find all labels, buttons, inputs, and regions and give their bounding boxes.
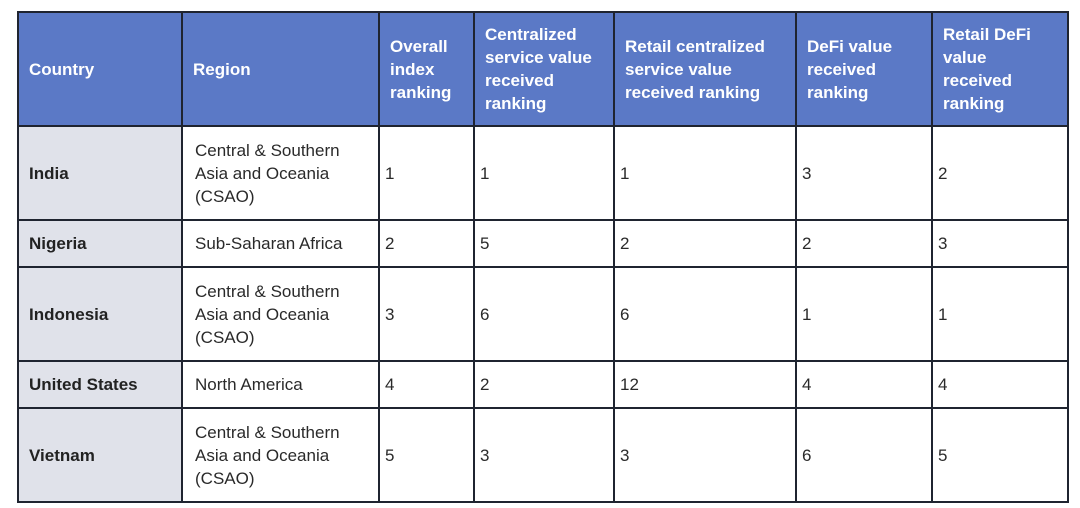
ranking-table: Country Region Overall index ranking Cen… (17, 11, 1069, 503)
defi-ranking-cell: 4 (795, 360, 933, 409)
retail-centralized-ranking-cell: 1 (613, 125, 797, 221)
retail-defi-ranking-cell: 2 (931, 125, 1069, 221)
retail-centralized-ranking-cell: 3 (613, 407, 797, 503)
retail-defi-ranking-cell: 3 (931, 219, 1069, 268)
overall-ranking-cell: 3 (378, 266, 475, 362)
ranking-table-container: Country Region Overall index ranking Cen… (17, 11, 1069, 503)
country-cell: India (17, 125, 183, 221)
defi-ranking-cell: 2 (795, 219, 933, 268)
centralized-ranking-cell: 2 (473, 360, 615, 409)
overall-ranking-cell: 5 (378, 407, 475, 503)
retail-centralized-ranking-cell: 2 (613, 219, 797, 268)
centralized-ranking-cell: 1 (473, 125, 615, 221)
defi-ranking-cell: 6 (795, 407, 933, 503)
retail-defi-ranking-cell: 5 (931, 407, 1069, 503)
header-retail-defi-ranking: Retail DeFi value received ranking (931, 11, 1069, 127)
country-cell: Nigeria (17, 219, 183, 268)
defi-ranking-cell: 3 (795, 125, 933, 221)
region-cell: North America (181, 360, 380, 409)
header-centralized-service-ranking: Centralized service value received ranki… (473, 11, 615, 127)
defi-ranking-cell: 1 (795, 266, 933, 362)
header-defi-ranking: DeFi value received ranking (795, 11, 933, 127)
table-row: Vietnam Central & Southern Asia and Ocea… (17, 407, 1069, 503)
overall-ranking-cell: 1 (378, 125, 475, 221)
centralized-ranking-cell: 3 (473, 407, 615, 503)
region-cell: Central & Southern Asia and Oceania (CSA… (181, 266, 380, 362)
country-cell: Indonesia (17, 266, 183, 362)
overall-ranking-cell: 2 (378, 219, 475, 268)
header-retail-centralized-ranking: Retail centralized service value receive… (613, 11, 797, 127)
overall-ranking-cell: 4 (378, 360, 475, 409)
country-cell: United States (17, 360, 183, 409)
centralized-ranking-cell: 6 (473, 266, 615, 362)
retail-centralized-ranking-cell: 6 (613, 266, 797, 362)
header-row: Country Region Overall index ranking Cen… (17, 11, 1069, 127)
country-cell: Vietnam (17, 407, 183, 503)
table-row: Indonesia Central & Southern Asia and Oc… (17, 266, 1069, 362)
table-row: United States North America 4 2 12 4 4 (17, 360, 1069, 409)
centralized-ranking-cell: 5 (473, 219, 615, 268)
table-row: India Central & Southern Asia and Oceani… (17, 125, 1069, 221)
header-overall-index-ranking: Overall index ranking (378, 11, 475, 127)
region-cell: Sub-Saharan Africa (181, 219, 380, 268)
retail-defi-ranking-cell: 4 (931, 360, 1069, 409)
header-region: Region (181, 11, 380, 127)
retail-defi-ranking-cell: 1 (931, 266, 1069, 362)
table-row: Nigeria Sub-Saharan Africa 2 5 2 2 3 (17, 219, 1069, 268)
region-cell: Central & Southern Asia and Oceania (CSA… (181, 407, 380, 503)
header-country: Country (17, 11, 183, 127)
retail-centralized-ranking-cell: 12 (613, 360, 797, 409)
region-cell: Central & Southern Asia and Oceania (CSA… (181, 125, 380, 221)
